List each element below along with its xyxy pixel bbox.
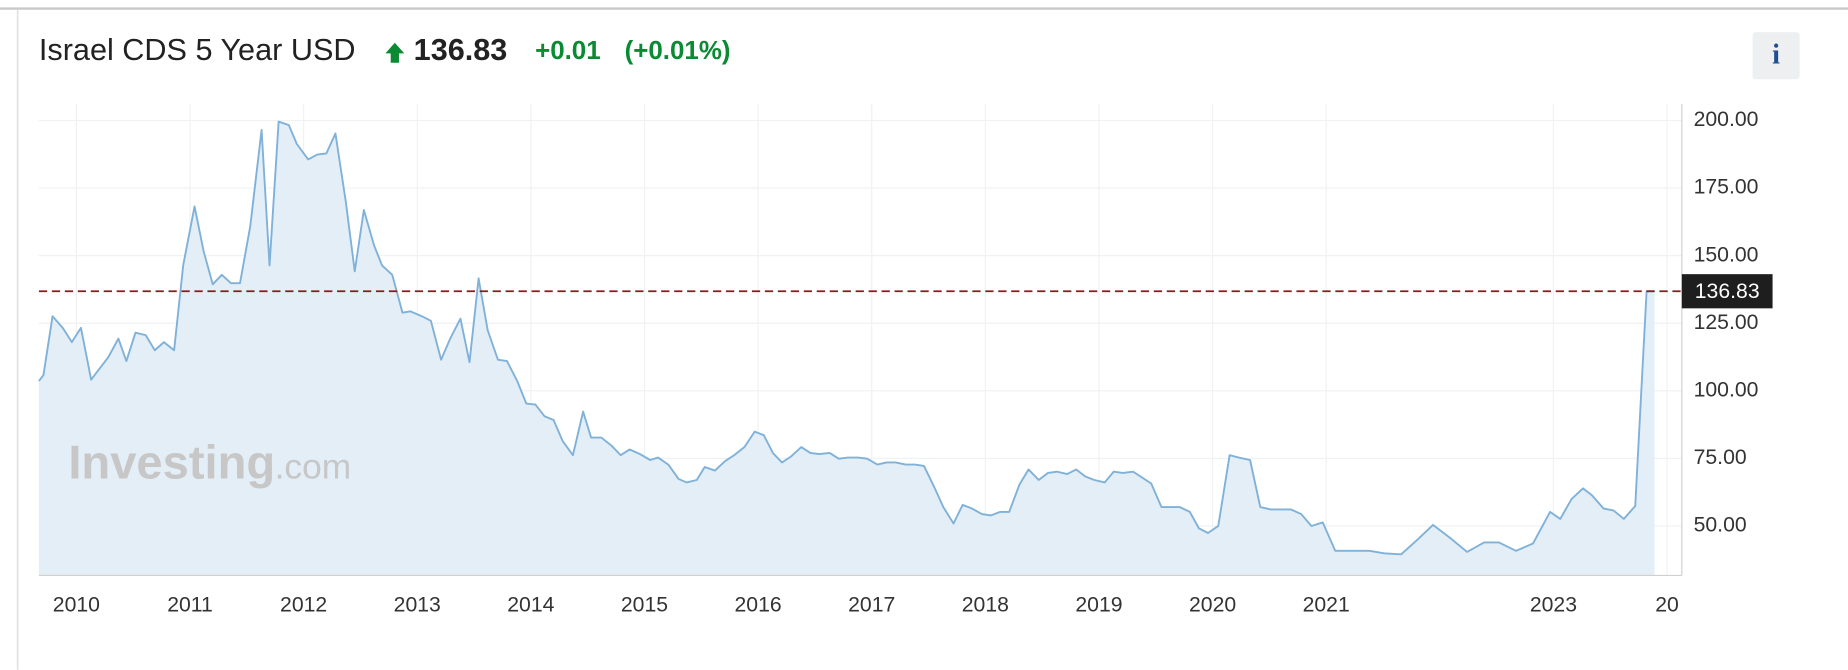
x-tick-label: 2014 — [507, 594, 554, 617]
x-tick-label: 2020 — [1189, 594, 1236, 617]
change: +0.01 — [535, 37, 601, 65]
watermark-suffix: .com — [275, 448, 352, 487]
y-tick-label: 50.00 — [1694, 514, 1747, 537]
x-tick-label: 2010 — [53, 594, 100, 617]
x-tick-label: 2013 — [394, 594, 441, 617]
y-tick-label: 125.00 — [1694, 311, 1759, 334]
up-arrow — [385, 42, 405, 63]
y-tick-label: 175.00 — [1694, 176, 1759, 199]
line — [38, 120, 1655, 556]
x-tick-label: 2011 — [167, 594, 213, 617]
x-tick-label: 2015 — [621, 594, 668, 617]
x-tick-label: 20 — [1655, 594, 1679, 617]
chart-title: Israel CDS 5 Year USD — [39, 33, 356, 67]
plot — [38, 120, 1682, 576]
area-fill — [38, 121, 1655, 576]
value-label: 136.83 — [1695, 280, 1760, 303]
info-button[interactable] — [1752, 32, 1800, 80]
x-tick-label: 2012 — [280, 594, 327, 617]
x-tick-label: 2016 — [735, 594, 782, 617]
price: 136.83 — [414, 33, 508, 67]
x-tick-label: 2019 — [1075, 594, 1122, 617]
y-tick-label: 200.00 — [1694, 108, 1759, 131]
value-label-box — [1681, 274, 1773, 309]
y-tick-label: 75.00 — [1694, 446, 1747, 469]
x-tick-label: 2018 — [962, 594, 1009, 617]
info-icon[interactable]: i — [1772, 39, 1780, 70]
y-tick-label: 100.00 — [1694, 378, 1759, 401]
labels: 50.00 75.00 100.00 125.00 150.00 175.00 200.00… — [53, 108, 1773, 617]
x-tick-label: 2023 — [1530, 594, 1577, 617]
change-percent: (+0.01%) — [625, 37, 731, 65]
y-tick-label: 150.00 — [1694, 243, 1759, 266]
x-tick-label: 2021 — [1303, 594, 1350, 617]
x-tick-label: 2017 — [848, 594, 895, 617]
watermark: Investing — [68, 435, 275, 488]
